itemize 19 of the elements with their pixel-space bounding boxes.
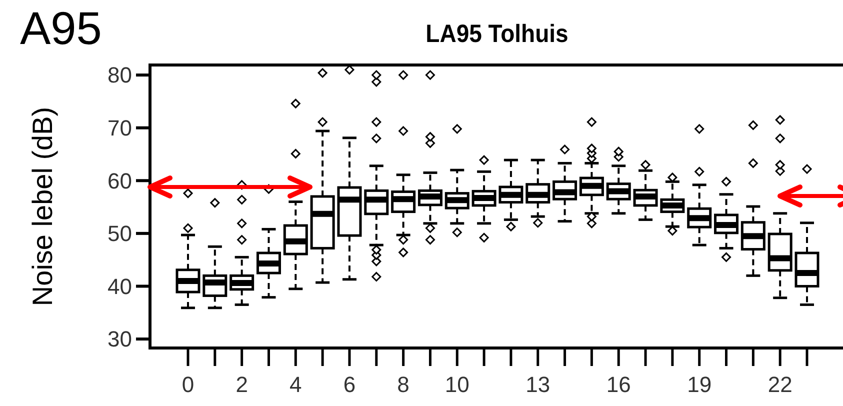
text: A95 xyxy=(20,2,102,54)
x-tick-label: 6 xyxy=(343,372,356,397)
x-tick-label: 16 xyxy=(606,372,631,397)
x-tick-label: 0 xyxy=(182,372,194,397)
x-tick-label: 10 xyxy=(444,372,470,397)
y-tick-label: 30 xyxy=(108,326,132,352)
x-tick-label: 2 xyxy=(236,372,248,397)
chart-title: LA95 Tolhuis xyxy=(426,20,568,48)
y-axis-title: Noise lebel (dB) xyxy=(27,106,58,306)
x-tick-label: 19 xyxy=(687,372,712,397)
x-tick-label: 8 xyxy=(397,372,410,397)
y-tick-label: 80 xyxy=(108,62,132,88)
y-tick-label: 70 xyxy=(108,116,132,141)
y-tick-label: 40 xyxy=(108,274,132,299)
x-tick-label: 22 xyxy=(768,372,792,397)
y-tick-label: 60 xyxy=(108,168,132,194)
x-tick-label: 13 xyxy=(526,372,550,397)
y-tick-label: 50 xyxy=(108,221,132,246)
x-tick-label: 4 xyxy=(290,372,302,397)
